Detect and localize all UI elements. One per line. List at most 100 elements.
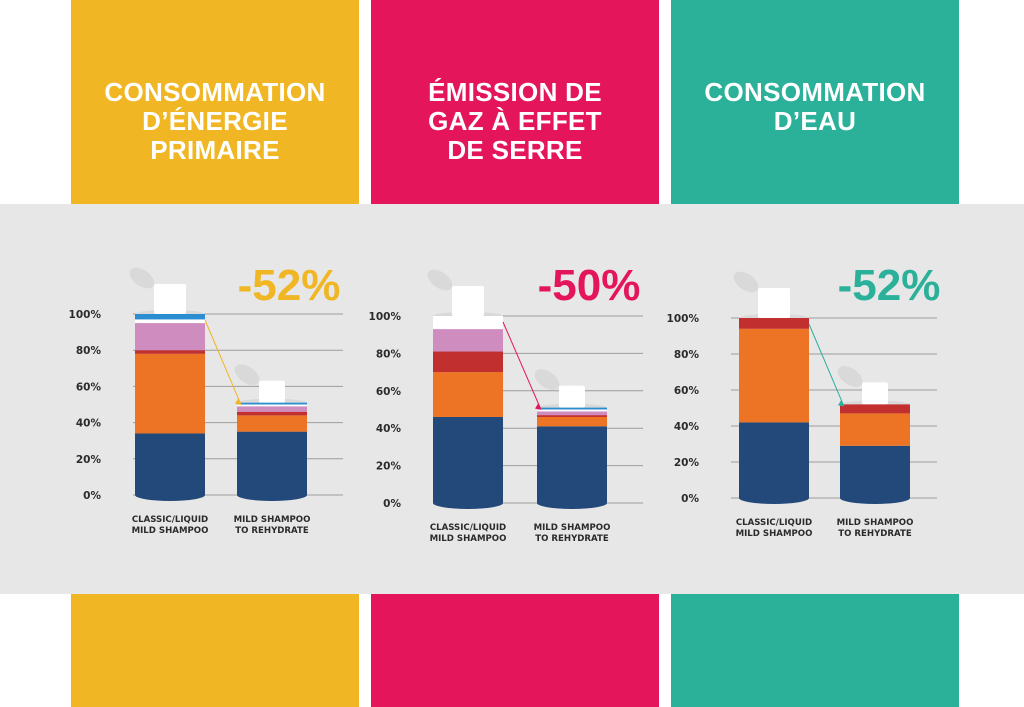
reduction-label: -52%: [838, 261, 941, 310]
y-tick-label: 20%: [674, 457, 700, 469]
bar-segment-white: [537, 409, 607, 412]
category-label: MILD SHAMPOO: [234, 515, 311, 525]
category-label: MILD SHAMPOO: [534, 523, 611, 533]
category-label: TO REHYDRATE: [535, 534, 609, 544]
y-tick-label: 60%: [76, 381, 102, 393]
bar-segment-red: [840, 404, 910, 414]
y-tick-label: 100%: [667, 313, 700, 325]
category-label: TO REHYDRATE: [235, 526, 309, 536]
bar-segment-navy: [840, 445, 910, 498]
reduction-arrow: [808, 323, 845, 407]
category-label: CLASSIC/LIQUID: [430, 523, 506, 533]
y-tick-label: 20%: [376, 461, 402, 473]
title-line: PRIMAIRE: [150, 135, 280, 165]
bar-segment-orange: [739, 328, 809, 423]
y-tick-label: 0%: [83, 490, 101, 502]
y-tick-label: 100%: [69, 309, 102, 321]
title-line: GAZ À EFFET: [428, 106, 602, 136]
reduction-arrowhead: [535, 403, 541, 410]
reduction-arrow: [502, 321, 542, 410]
bottle-classic: [427, 269, 503, 509]
bottle-classic: [733, 271, 809, 504]
reduction-label: -52%: [238, 261, 341, 310]
bar-segment-red: [135, 350, 205, 354]
y-tick-label: 80%: [674, 349, 700, 361]
bottle-cap: [154, 284, 186, 314]
bar-segment-red: [739, 318, 809, 329]
bar-segment-white: [433, 316, 503, 330]
bottle-flip-lid: [733, 271, 759, 293]
bar-segment-navy: [237, 431, 307, 495]
bottle-base: [237, 489, 307, 501]
bar-segment-orange: [840, 413, 910, 446]
title-line: CONSOMMATION: [104, 77, 326, 107]
bottle-cap: [452, 286, 484, 316]
y-tick-label: 0%: [383, 498, 401, 510]
bottle-classic: [129, 267, 205, 501]
bottle-base: [537, 497, 607, 509]
bottle-base: [739, 492, 809, 504]
category-label: MILD SHAMPOO: [132, 526, 209, 536]
bottle-base: [840, 492, 910, 504]
bottle-base: [135, 489, 205, 501]
bottle-flip-lid: [129, 267, 155, 289]
bar-segment-white: [135, 319, 205, 324]
bar-segment-orange: [433, 372, 503, 417]
bottle-flip-lid: [837, 366, 863, 387]
bar-segment-red: [433, 351, 503, 373]
bar-segment-pink: [135, 323, 205, 351]
bar-segment-blue: [237, 402, 307, 405]
y-tick-label: 100%: [369, 311, 402, 323]
column-title-energy: CONSOMMATION D’ÉNERGIE PRIMAIRE: [71, 78, 359, 165]
bottle-flip-lid: [427, 269, 453, 291]
y-tick-label: 40%: [376, 423, 402, 435]
bar-segment-pink: [237, 406, 307, 412]
y-tick-label: 60%: [376, 386, 402, 398]
bar-segment-navy: [537, 426, 607, 503]
bar-segment-red: [237, 411, 307, 416]
column-title-greenhouse-gas: ÉMISSION DE GAZ À EFFET DE SERRE: [371, 78, 659, 165]
bottle-flip-lid: [534, 369, 560, 390]
column-title-water: CONSOMMATION D’EAU: [671, 78, 959, 136]
bar-segment-pink: [537, 411, 607, 416]
y-tick-label: 60%: [674, 385, 700, 397]
title-line: DE SERRE: [447, 135, 583, 165]
bottle-cap: [559, 385, 585, 408]
title-line: D’ÉNERGIE: [142, 106, 288, 136]
bottle-flip-lid: [234, 364, 260, 386]
title-line: CONSOMMATION: [704, 77, 926, 107]
category-label: MILD SHAMPOO: [837, 518, 914, 528]
category-label: MILD SHAMPOO: [430, 534, 507, 544]
bar-segment-navy: [739, 422, 809, 498]
y-tick-label: 80%: [76, 345, 102, 357]
bottle-rehydrate: [234, 364, 307, 501]
bottle-base: [433, 497, 503, 509]
y-tick-label: 40%: [76, 418, 102, 430]
bar-segment-white: [237, 404, 307, 407]
bottle-rehydrate: [837, 366, 910, 504]
bar-segment-orange: [237, 415, 307, 432]
y-tick-label: 0%: [681, 493, 699, 505]
bar-segment-red: [537, 415, 607, 417]
category-label: MILD SHAMPOO: [736, 529, 813, 539]
category-label: TO REHYDRATE: [838, 529, 912, 539]
bar-segment-navy: [433, 416, 503, 503]
y-tick-label: 20%: [76, 454, 102, 466]
y-tick-label: 80%: [376, 348, 402, 360]
bar-segment-pink: [433, 329, 503, 352]
bar-segment-blue: [537, 407, 607, 410]
bar-segment-orange: [135, 353, 205, 434]
bar-segment-navy: [135, 433, 205, 495]
reduction-arrowhead: [235, 398, 241, 405]
reduction-arrowhead: [838, 400, 844, 407]
title-line: D’EAU: [773, 106, 857, 136]
bottle-cap: [862, 382, 888, 405]
reduction-label: -50%: [538, 261, 641, 310]
category-label: CLASSIC/LIQUID: [736, 518, 812, 528]
bar-segment-orange: [537, 416, 607, 427]
bottle-rehydrate: [534, 369, 607, 509]
y-tick-label: 40%: [674, 421, 700, 433]
